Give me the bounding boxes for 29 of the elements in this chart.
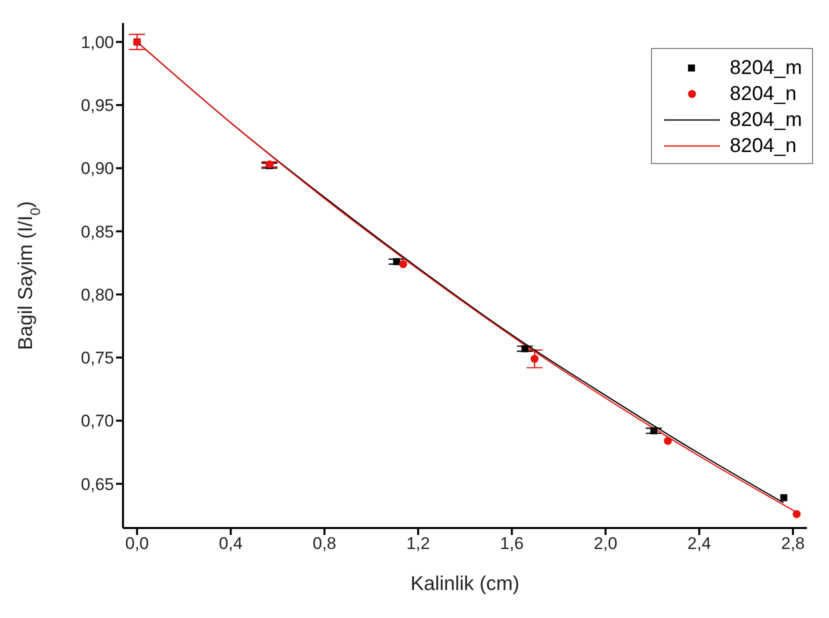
point xyxy=(393,258,400,266)
y-tick-label: 0,95 xyxy=(80,96,114,116)
x-tick-label: 1,6 xyxy=(500,534,524,554)
point xyxy=(530,354,539,363)
y-tick-label: 0,75 xyxy=(80,348,114,368)
legend-label: 8204_m xyxy=(730,56,802,81)
y-tick-label: 0,70 xyxy=(80,412,114,431)
y-tick-label: 0,80 xyxy=(80,285,114,304)
legend-label: 8204_n xyxy=(730,134,796,159)
x-tick-label: 2,4 xyxy=(687,534,712,554)
x-tick-label: 0,0 xyxy=(125,534,149,554)
legend-label: 8204_m xyxy=(730,108,802,133)
x-tick-label: 2,8 xyxy=(781,534,805,554)
point xyxy=(792,510,801,518)
legend-label: 8204_n xyxy=(730,82,796,107)
point xyxy=(650,427,658,434)
x-tick-label: 2,0 xyxy=(594,534,618,554)
y-tick-label: 0,85 xyxy=(80,222,114,242)
y-tick-label: 0,90 xyxy=(80,159,114,178)
x-tick-label: 0,4 xyxy=(218,534,243,554)
y-tick-label: 0,65 xyxy=(80,474,114,494)
point xyxy=(664,436,672,445)
x-tick-label: 0,8 xyxy=(312,534,336,554)
x-axis-title: Kalinlik (cm) xyxy=(410,573,520,595)
y-tick-label: 1,00 xyxy=(80,32,114,52)
x-tick-label: 1,2 xyxy=(406,534,430,554)
point xyxy=(521,345,528,352)
point xyxy=(399,260,408,268)
point xyxy=(780,494,788,502)
